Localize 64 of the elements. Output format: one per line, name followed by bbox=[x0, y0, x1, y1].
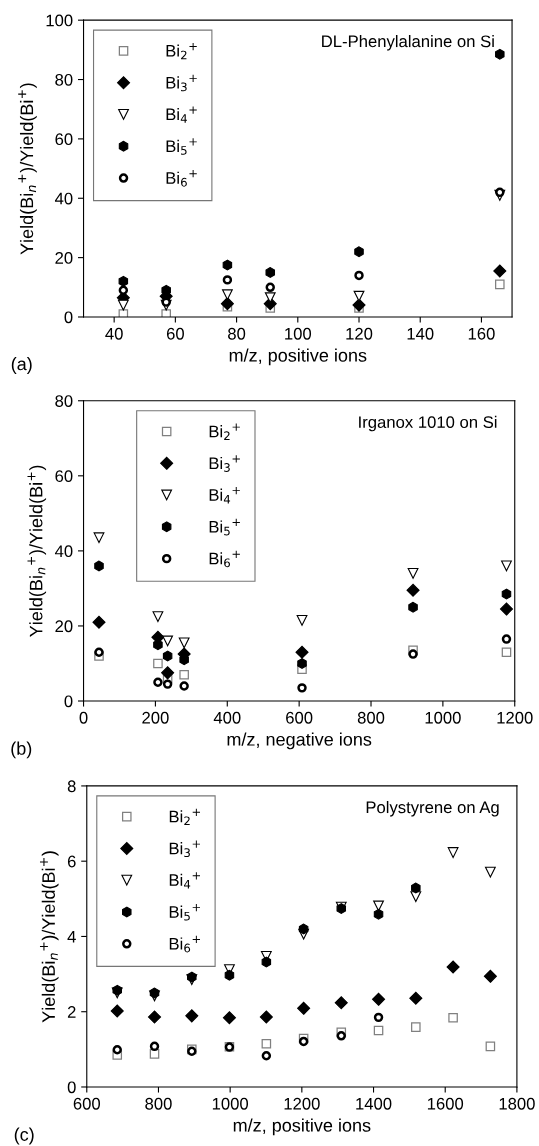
y-axis-title: Yield(Bi$_{n}$$^{+}$)/Yield(Bi$^{+}$) bbox=[27, 465, 47, 637]
y-tick-label: 6 bbox=[67, 855, 76, 868]
y-tick-label: 0 bbox=[64, 695, 73, 708]
text: (c) bbox=[14, 1127, 34, 1145]
x-tick-label: 140 bbox=[407, 327, 434, 340]
legend-label: Bi$_{5}$$^{+}$ bbox=[166, 138, 197, 155]
x-tick-label: 1800 bbox=[499, 1097, 535, 1110]
x-tick-label: 120 bbox=[346, 327, 373, 340]
x-tick-label: 200 bbox=[142, 711, 169, 724]
x-tick-label: 800 bbox=[357, 711, 385, 724]
y-tick-label: 8 bbox=[67, 780, 76, 793]
x-tick-label: 160 bbox=[468, 327, 495, 340]
y-tick-label: 0 bbox=[64, 311, 73, 324]
text: DL-Phenylalanine on Si bbox=[322, 35, 494, 51]
y-tick-label: 40 bbox=[54, 192, 73, 205]
x-tick-label: 600 bbox=[73, 1097, 101, 1110]
legend-label: Bi$_{4}$$^{+}$ bbox=[166, 106, 197, 123]
legend-label: Bi$_{6}$$^{+}$ bbox=[166, 170, 197, 187]
legend-label: Bi$_{2}$$^{+}$ bbox=[166, 42, 197, 60]
legend-label: Bi$_{5}$$^{+}$ bbox=[209, 518, 240, 536]
x-tick-label: 1000 bbox=[425, 711, 461, 724]
text: Polystyrene on Ag bbox=[366, 800, 499, 817]
y-tick-label: 100 bbox=[46, 14, 73, 27]
x-tick-label: 600 bbox=[286, 711, 313, 724]
legend-label: Bi$_{2}$$^{+}$ bbox=[209, 423, 240, 440]
legend-label: Bi$_{6}$$^{+}$ bbox=[209, 550, 240, 568]
x-tick-label: 1200 bbox=[284, 1097, 320, 1110]
text: (b) bbox=[11, 741, 32, 759]
y-tick-label: 20 bbox=[55, 620, 73, 633]
x-tick-label: 0 bbox=[79, 711, 88, 724]
legend-label: Bi$_{4}$$^{+}$ bbox=[169, 872, 200, 889]
x-tick-label: 1200 bbox=[497, 711, 533, 724]
x-axis-title: m/z, positive ions bbox=[233, 1118, 371, 1136]
y-tick-label: 0 bbox=[67, 1081, 76, 1094]
y-tick-label: 80 bbox=[55, 73, 73, 86]
x-tick-label: 1000 bbox=[212, 1097, 249, 1110]
y-tick-label: 4 bbox=[67, 931, 76, 943]
x-tick-label: 400 bbox=[213, 711, 241, 724]
y-tick-label: 80 bbox=[55, 395, 73, 407]
x-tick-label: 1400 bbox=[356, 1097, 392, 1110]
y-axis-title: Yield(Bi$_{n}$$^{+}$)/Yield(Bi$^{+}$) bbox=[18, 83, 37, 255]
y-tick-label: 60 bbox=[55, 133, 73, 146]
legend-label: Bi$_{6}$$^{+}$ bbox=[169, 935, 200, 953]
x-tick-label: 800 bbox=[145, 1097, 172, 1110]
legend-label: Bi$_{2}$$^{+}$ bbox=[169, 808, 200, 826]
text: Irganox 1010 on Si bbox=[359, 415, 497, 432]
x-tick-label: 1600 bbox=[427, 1097, 464, 1110]
y-axis-title: Yield(Bi$_{n}$$^{+}$)/Yield(Bi$^{+}$) bbox=[39, 851, 59, 1023]
x-tick-label: 100 bbox=[285, 327, 312, 340]
y-tick-label: 60 bbox=[55, 470, 73, 483]
y-tick-label: 40 bbox=[54, 545, 73, 558]
legend-label: Bi$_{3}$$^{+}$ bbox=[169, 840, 200, 858]
x-tick-label: 40 bbox=[105, 327, 123, 340]
y-tick-label: 2 bbox=[67, 1006, 76, 1018]
text: (a) bbox=[11, 357, 32, 374]
x-tick-label: 60 bbox=[166, 327, 184, 340]
legend-label: Bi$_{3}$$^{+}$ bbox=[209, 455, 240, 472]
x-axis-title: m/z, negative ions bbox=[227, 732, 372, 750]
x-tick-label: 80 bbox=[228, 327, 246, 340]
legend-label: Bi$_{5}$$^{+}$ bbox=[169, 903, 200, 921]
y-tick-label: 20 bbox=[55, 252, 73, 264]
x-axis-title: m/z, positive ions bbox=[229, 348, 367, 366]
legend-label: Bi$_{3}$$^{+}$ bbox=[166, 74, 197, 92]
legend-label: Bi$_{4}$$^{+}$ bbox=[209, 486, 240, 504]
